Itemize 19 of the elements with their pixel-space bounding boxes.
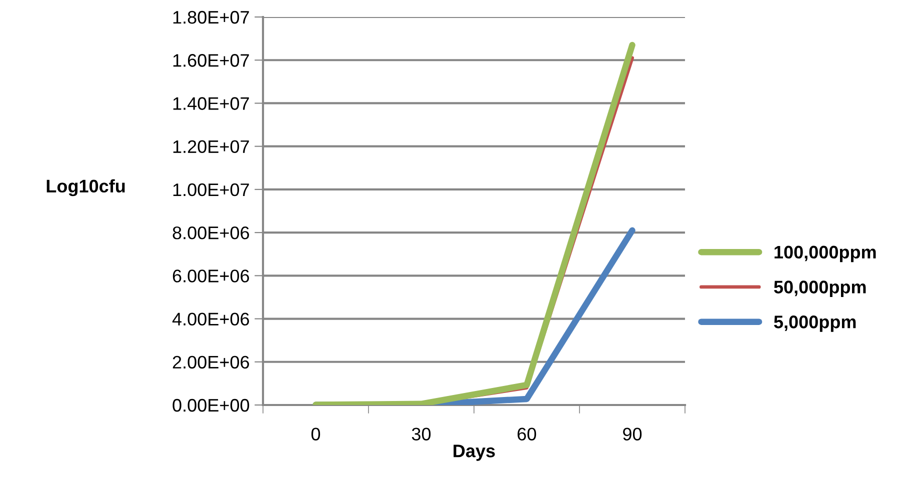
y-tick-label: 1.60E+07 bbox=[173, 54, 249, 67]
y-tick-label: 1.40E+07 bbox=[173, 97, 249, 110]
y-tick-label: 1.20E+07 bbox=[173, 140, 249, 154]
y-tick-label: 1.00E+07 bbox=[173, 183, 249, 196]
y-tick-label: 0.00E+00 bbox=[172, 398, 250, 412]
x-tick-label: 30 bbox=[412, 428, 431, 440]
x-tick-label: 90 bbox=[623, 428, 642, 440]
y-tick-label: 2.00E+06 bbox=[172, 356, 250, 369]
legend-label: 50,000ppm bbox=[774, 280, 866, 298]
y-tick-label: 8.00E+06 bbox=[172, 226, 250, 240]
y-tick-label: 6.00E+06 bbox=[172, 270, 250, 282]
x-tick-label: 0 bbox=[311, 428, 320, 440]
legend-label: 100,000ppm bbox=[774, 246, 876, 262]
legend-label: 5,000ppm bbox=[774, 316, 856, 332]
x-axis-title: Days bbox=[454, 444, 495, 461]
y-axis-title: Log10cfu bbox=[46, 179, 125, 196]
y-tick-label: 4.00E+06 bbox=[172, 312, 250, 326]
y-tick-label: 1.80E+07 bbox=[173, 10, 249, 24]
x-tick-label: 60 bbox=[518, 428, 536, 440]
